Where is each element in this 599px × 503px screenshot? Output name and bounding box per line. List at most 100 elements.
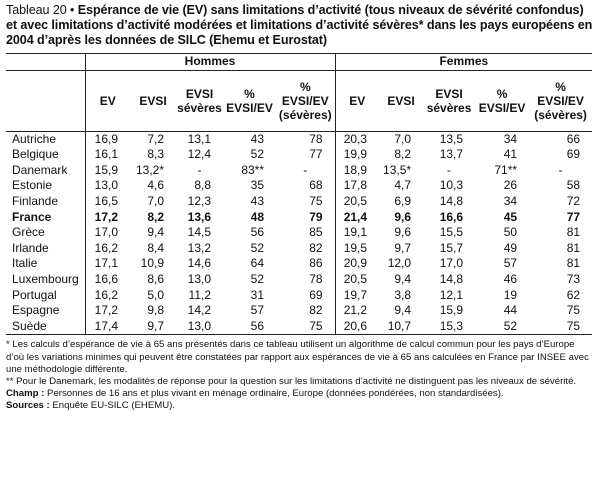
- sources-note: Sources : Enquête EU-SILC (EHEMU).: [6, 400, 589, 412]
- value-cell-women: 17,0: [439, 256, 464, 271]
- value-cell-men: 78: [309, 131, 323, 146]
- value-cell-men: 16,2: [84, 287, 130, 304]
- value-cell-men: 17,4: [84, 318, 130, 336]
- value-cell-women: 9,6: [394, 209, 412, 224]
- value-cell-men: 43: [250, 193, 264, 208]
- value-cell-men: 17,0: [84, 225, 130, 241]
- country-cell: Portugal: [12, 287, 57, 302]
- table-title-text: Espérance de vie (EV) sans limitations d…: [6, 3, 593, 47]
- value-cell-men: 13,2: [187, 240, 211, 255]
- value-cell-men: 78: [309, 271, 323, 286]
- value-cell-men: 64: [250, 256, 264, 271]
- value-cell-women: 9,6: [394, 225, 412, 240]
- value-cell-men: 75: [276, 318, 336, 336]
- footnote-2: ** Pour le Danemark, les modalités de ré…: [6, 375, 577, 387]
- value-cell-women: 21,4: [334, 209, 380, 226]
- value-cell-women: 17,8: [334, 178, 380, 194]
- value-cell-men: 35: [250, 178, 264, 193]
- value-cell-women: 9,4: [394, 303, 412, 318]
- value-cell-women: 75: [529, 318, 593, 336]
- value-cell-men: 82: [309, 303, 323, 318]
- corner-cell: [6, 53, 85, 71]
- value-cell-women: 15,5: [439, 225, 464, 240]
- value-cell-women: 52: [475, 318, 530, 336]
- scope-label: Champ :: [6, 388, 45, 400]
- table-row: Finlande 16,5 7,0 12,3 43 75 20,5 6,9 14,8 34 72: [6, 193, 592, 210]
- value-cell-men: 7,0: [147, 193, 164, 208]
- value-cell-women: 41: [503, 147, 518, 162]
- col-header-women-pct: % EVSI/EV: [475, 70, 530, 132]
- value-cell-women: 58: [566, 178, 581, 193]
- value-cell-men: 13,1: [187, 131, 211, 146]
- value-cell-women: 73: [566, 271, 581, 286]
- table-row: France 17,2 8,2 13,6 48 79 21,4 9,6 16,6 45 77: [6, 209, 592, 226]
- country-cell: Italie: [12, 256, 38, 271]
- col-header-men-evsi-sev: EVSI sévères: [176, 70, 223, 132]
- sources-text: Enquête EU-SILC (EHEMU).: [49, 400, 176, 412]
- sources-label: Sources :: [6, 400, 50, 412]
- value-cell-men: 8,3: [147, 147, 164, 162]
- life-expectancy-table: Hommes Femmes EV EVSI EVSI sévères% EVSI/EV%…: [6, 53, 593, 336]
- value-cell-men: 52: [250, 271, 264, 286]
- country-cell: Suède: [6, 318, 85, 336]
- value-cell-men: -: [303, 162, 308, 177]
- col-header-men-pct: % EVSI/EV: [223, 70, 276, 132]
- value-cell-men: 68: [309, 178, 323, 193]
- value-cell-men: 82: [309, 240, 323, 255]
- table-row: Irlande 16,2 8,4 13,2 52 82 19,5 9,7 15,7 49 81: [6, 240, 592, 257]
- value-cell-men: 52: [250, 240, 264, 255]
- country-cell: Danemark: [12, 162, 68, 177]
- value-cell-men: 69: [309, 287, 323, 302]
- value-cell-women: 4,7: [394, 178, 412, 193]
- value-cell-men: 14,2: [187, 303, 211, 318]
- value-cell-women: 66: [566, 131, 581, 146]
- value-cell-women: 69: [566, 147, 581, 162]
- value-cell-men: 13,6: [187, 209, 211, 224]
- value-cell-men: 75: [309, 193, 323, 208]
- value-cell-women: -: [558, 162, 563, 177]
- value-cell-women: 13,5*: [383, 162, 412, 177]
- value-cell-women: 12,0: [387, 256, 412, 271]
- table-title: Tableau 20 • Espérance de vie (EV) sans …: [6, 3, 593, 48]
- table-row: Autriche 16,9 7,2 13,1 43 78 20,3 7,0 13,5 34 66: [6, 131, 592, 148]
- value-cell-men: 16,9: [84, 131, 130, 148]
- value-cell-women: 75: [566, 303, 581, 318]
- col-header-women-pct-sev: % EVSI/EV (sévères): [529, 70, 593, 132]
- value-cell-women: 49: [503, 240, 518, 255]
- value-cell-women: 34: [503, 193, 518, 208]
- value-cell-women: 12,1: [439, 287, 464, 302]
- value-cell-women: 6,9: [394, 193, 412, 208]
- country-cell: Finlande: [12, 193, 59, 208]
- value-cell-women: 15,3: [423, 318, 476, 336]
- country-cell: Belgique: [12, 147, 59, 162]
- col-header-men-ev: EV: [84, 70, 130, 132]
- value-cell-men: 12,3: [187, 193, 211, 208]
- value-cell-men: 10,9: [140, 256, 164, 271]
- table-row: Portugal 16,2 5,0 11,2 31 69 19,7 3,8 12,1 19 62: [6, 287, 592, 304]
- col-header-men-evsi: EVSI: [130, 70, 176, 132]
- group-header-women: Femmes: [334, 53, 593, 71]
- table-row: Suède 17,4 9,7 13,0 56 75 20,6 10,7 15,3 52 75: [6, 318, 593, 336]
- value-cell-men: 8,4: [147, 240, 164, 255]
- col-header-men-pct-sev: % EVSI/EV (sévères): [276, 70, 336, 132]
- value-cell-men: 16,1: [84, 147, 130, 163]
- value-cell-men: 7,2: [147, 131, 164, 146]
- value-cell-women: 77: [566, 209, 581, 224]
- country-cell: Estonie: [12, 178, 53, 193]
- value-cell-women: 10,3: [439, 178, 464, 193]
- col-header-women-evsi: EVSI: [379, 70, 424, 132]
- value-cell-women: 7,0: [394, 131, 412, 146]
- value-cell-women: 3,8: [394, 287, 412, 302]
- country-header: [6, 70, 85, 132]
- country-cell: Irlande: [12, 240, 49, 255]
- value-cell-men: 83**: [241, 162, 264, 177]
- value-cell-men: 14,5: [187, 225, 211, 240]
- value-cell-men: 85: [309, 225, 323, 240]
- value-cell-women: 34: [503, 131, 518, 146]
- value-cell-men: 17,1: [84, 256, 130, 272]
- value-cell-men: 13,0: [84, 178, 130, 194]
- value-cell-men: 52: [250, 147, 264, 162]
- value-cell-men: 12,4: [187, 147, 211, 162]
- value-cell-men: 57: [250, 303, 264, 318]
